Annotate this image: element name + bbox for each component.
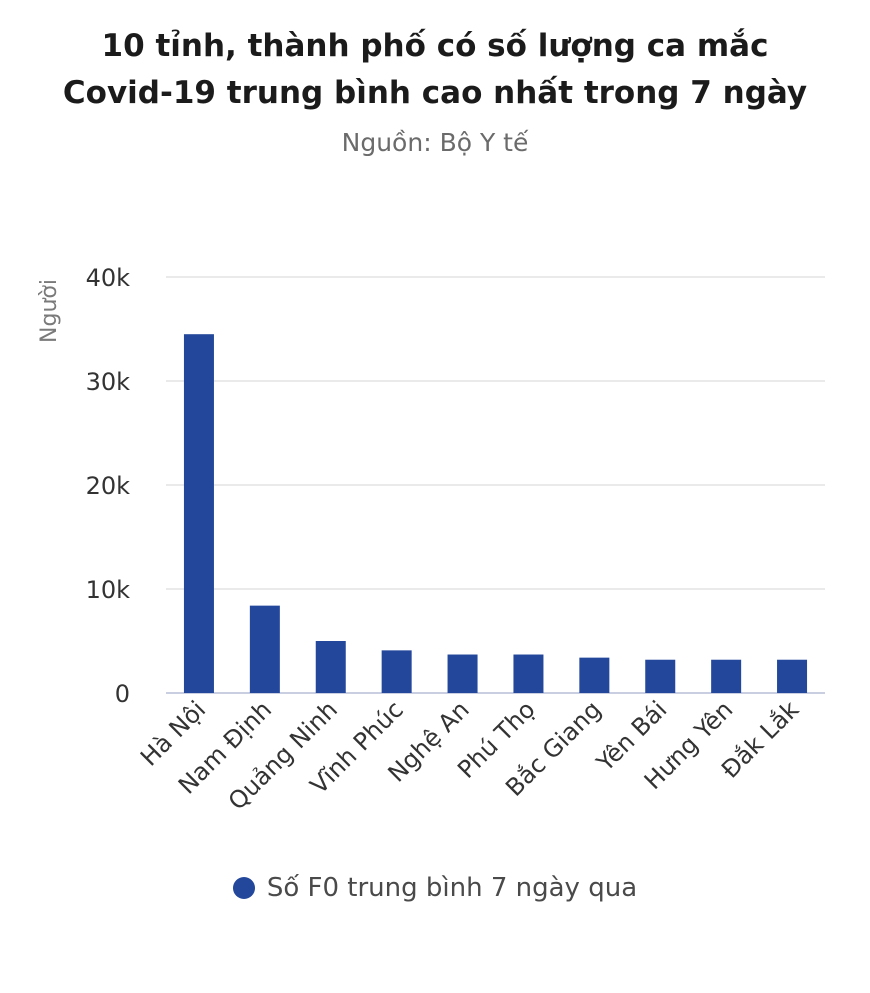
bar-9[interactable]: [777, 659, 808, 693]
chart-title-line1: 10 tỉnh, thành phố có số lượng ca mắc: [101, 28, 769, 64]
y-tick-label: 10k: [86, 576, 131, 604]
bar-5[interactable]: [513, 654, 544, 693]
legend-swatch: [232, 877, 255, 899]
bar-7[interactable]: [645, 659, 676, 693]
bar-1[interactable]: [249, 605, 280, 693]
y-axis-label: Người: [37, 279, 62, 343]
y-tick-label: 40k: [86, 264, 131, 292]
bar-2[interactable]: [315, 641, 346, 693]
bar-0[interactable]: [183, 334, 214, 693]
bar-8[interactable]: [711, 659, 742, 693]
bar-3[interactable]: [381, 650, 412, 693]
bar-4[interactable]: [447, 654, 478, 693]
y-tick-label: 0: [115, 680, 130, 708]
legend-label: Số F0 trung bình 7 ngày qua: [266, 873, 638, 903]
y-tick-label: 30k: [86, 368, 131, 396]
bar-6[interactable]: [579, 657, 610, 693]
chart-subtitle: Nguồn: Bộ Y tế: [341, 128, 529, 157]
legend[interactable]: Số F0 trung bình 7 ngày qua: [0, 873, 870, 903]
y-tick-label: 20k: [86, 472, 131, 500]
chart-title-line2: Covid-19 trung bình cao nhất trong 7 ngà…: [62, 75, 808, 111]
